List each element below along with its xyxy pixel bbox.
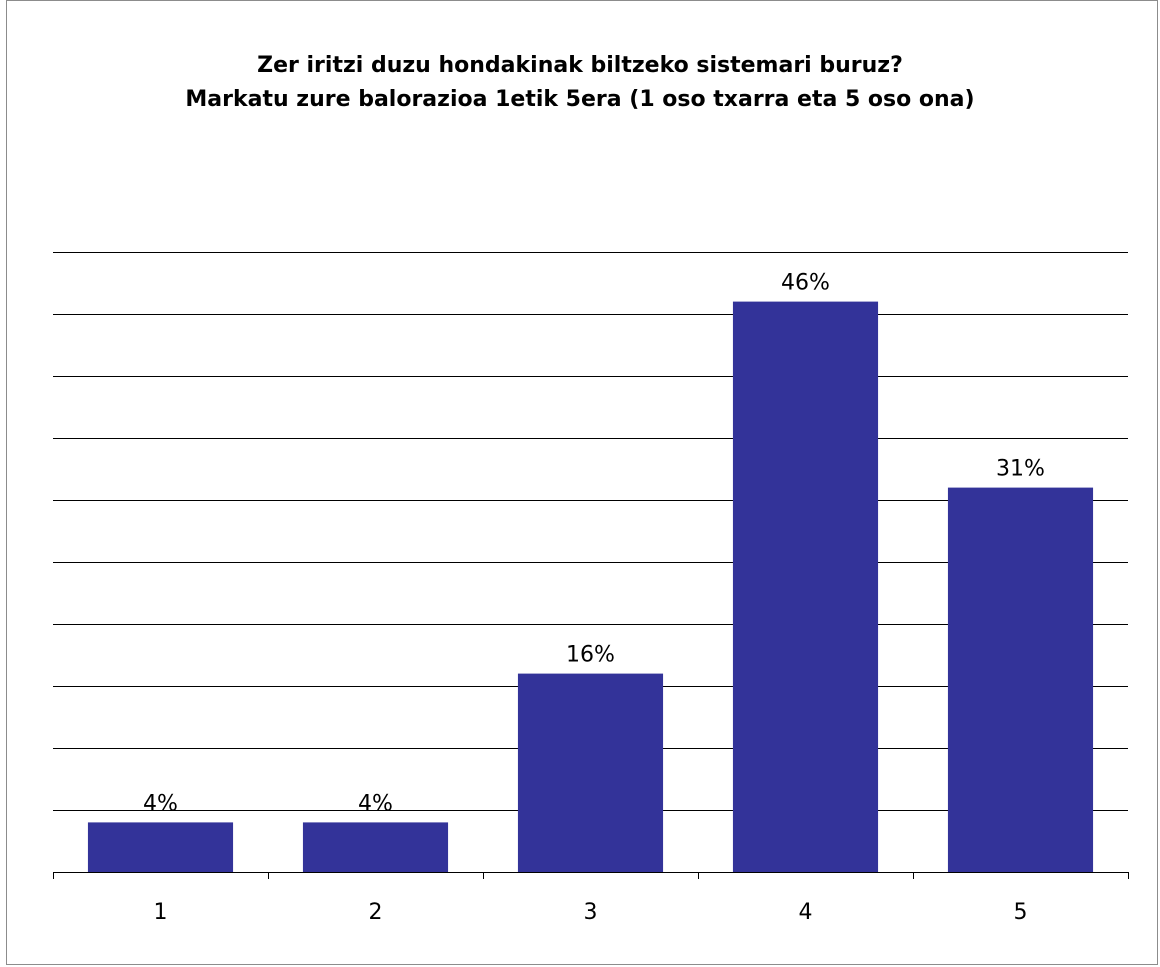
data-label-3: 16% — [566, 643, 615, 668]
bar-2 — [302, 822, 449, 872]
data-label-5: 31% — [996, 457, 1045, 482]
data-label-4: 46% — [781, 271, 830, 296]
x-tick-label-2: 2 — [369, 900, 383, 925]
x-tick-label-3: 3 — [584, 900, 598, 925]
x-tick-label-5: 5 — [1014, 900, 1028, 925]
chart-title-line-2: Markatu zure balorazioa 1etik 5era (1 os… — [185, 87, 975, 112]
bar-4 — [732, 301, 879, 873]
bar-5 — [947, 487, 1094, 872]
x-tick-label-1: 1 — [154, 900, 168, 925]
bar-3 — [517, 673, 664, 872]
data-label-2: 4% — [358, 791, 393, 816]
bar-1 — [87, 822, 234, 872]
data-label-1: 4% — [143, 791, 178, 816]
chart-title-line-1: Zer iritzi duzu hondakinak biltzeko sist… — [257, 53, 903, 78]
x-tick-label-4: 4 — [799, 900, 813, 925]
